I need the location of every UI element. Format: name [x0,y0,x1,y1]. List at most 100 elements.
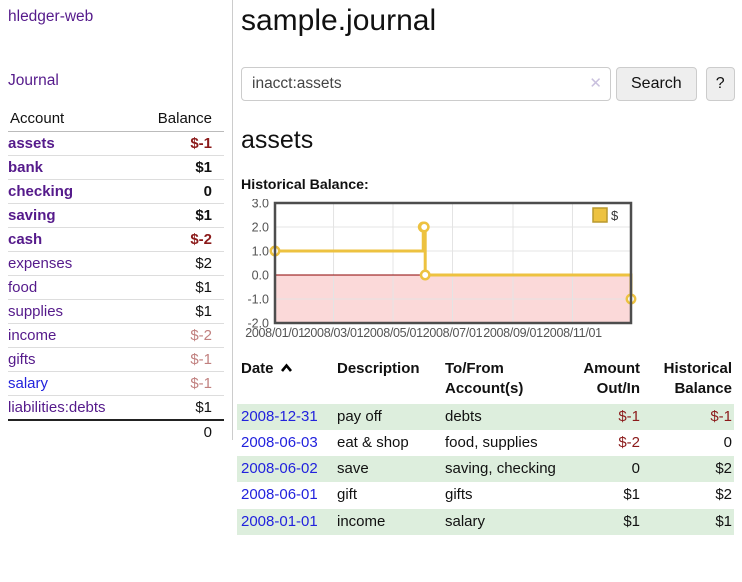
transaction-accounts: gifts [445,482,567,508]
search-input[interactable] [241,67,611,101]
accounts-column-header: Account [8,108,135,132]
account-balance: $-1 [135,372,224,396]
transaction-accounts: saving, checking [445,456,567,482]
transaction-date-link[interactable]: 2008-06-02 [241,460,318,477]
transaction-balance: $2 [642,482,734,508]
account-row-cash: cash $-2 [8,228,224,252]
account-link-assets[interactable]: assets [8,135,55,152]
svg-text:2008/11/01: 2008/11/01 [543,326,602,340]
account-link-cash[interactable]: cash [8,231,42,248]
accounts-total-row: 0 [8,420,224,444]
sidebar: hledger-web Journal Account Balance asse… [0,0,233,440]
description-column-header: Description [337,357,445,404]
account-link-bank[interactable]: bank [8,159,43,176]
sort-ascending-icon [280,363,293,373]
account-page-title: assets [241,126,738,155]
date-column-header[interactable]: Date [237,357,337,404]
account-balance: $2 [135,252,224,276]
svg-text:2008/01/01: 2008/01/01 [245,326,305,340]
svg-text:$: $ [611,208,619,223]
main-content: sample.journal ✕ Search ? assets Histori… [233,0,742,535]
account-balance: $-2 [135,324,224,348]
transaction-description: eat & shop [337,430,445,456]
sidebar-item-journal[interactable]: Journal [8,72,59,90]
account-row-expenses: expenses $2 [8,252,224,276]
amount-column-header: Amount Out/In [567,357,642,404]
app-title-link[interactable]: hledger-web [8,8,93,26]
account-link-gifts[interactable]: gifts [8,351,36,368]
transaction-description: pay off [337,404,445,430]
accounts-balance-table: Account Balance assets $-1 bank $1 check… [8,108,224,444]
account-row-liabilities-debts: liabilities:debts $1 [8,396,224,421]
account-balance: $1 [135,396,224,421]
search-button[interactable]: Search [616,67,697,101]
account-row-income: income $-2 [8,324,224,348]
search-help-button[interactable]: ? [706,67,735,101]
account-link-supplies[interactable]: supplies [8,303,63,320]
account-row-gifts: gifts $-1 [8,348,224,372]
svg-text:0.0: 0.0 [252,269,269,283]
transaction-balance: 0 [642,430,734,456]
transaction-accounts: food, supplies [445,430,567,456]
account-row-checking: checking 0 [8,180,224,204]
register-row: 2008-06-01 gift gifts $1 $2 [237,482,734,508]
svg-text:1.0: 1.0 [252,245,269,259]
historical-balance-label: Historical Balance: [241,177,738,193]
account-balance: $1 [135,204,224,228]
clear-search-icon[interactable]: ✕ [589,75,602,93]
account-link-checking[interactable]: checking [8,183,73,200]
account-balance: $1 [135,300,224,324]
register-row: 2008-06-02 save saving, checking 0 $2 [237,456,734,482]
account-row-saving: saving $1 [8,204,224,228]
account-row-food: food $1 [8,276,224,300]
svg-text:2008/07/01: 2008/07/01 [423,326,483,340]
page-title: sample.journal [241,4,738,38]
transaction-amount: 0 [567,456,642,482]
search-form: ✕ Search ? [241,67,738,101]
account-link-liabilities-debts[interactable]: liabilities:debts [8,399,106,416]
balance-column-header: Balance [135,108,224,132]
app-layout: hledger-web Journal Account Balance asse… [0,0,742,535]
transaction-balance: $1 [642,509,734,535]
register-table: Date Description To/From Account(s) Amou… [237,357,734,535]
account-row-supplies: supplies $1 [8,300,224,324]
account-link-salary[interactable]: salary [8,375,48,392]
transaction-amount: $1 [567,482,642,508]
account-link-income[interactable]: income [8,327,56,344]
register-row: 2008-01-01 income salary $1 $1 [237,509,734,535]
transaction-description: income [337,509,445,535]
transaction-balance: $-1 [642,404,734,430]
svg-text:2.0: 2.0 [252,221,269,235]
account-balance: $-2 [135,228,224,252]
transaction-balance: $2 [642,456,734,482]
transaction-date-link[interactable]: 2008-12-31 [241,408,318,425]
account-row-salary: salary $-1 [8,372,224,396]
register-header-row: Date Description To/From Account(s) Amou… [237,357,734,404]
svg-text:2008/03/01: 2008/03/01 [304,326,364,340]
balance-column-header: Historical Balance [642,357,734,404]
transaction-description: save [337,456,445,482]
transaction-date-link[interactable]: 2008-06-01 [241,486,318,503]
transaction-amount: $1 [567,509,642,535]
account-balance: $1 [135,156,224,180]
register-row: 2008-06-03 eat & shop food, supplies $-2… [237,430,734,456]
account-balance: $-1 [135,132,224,156]
svg-text:3.0: 3.0 [252,199,269,211]
transaction-description: gift [337,482,445,508]
svg-text:2008/05/01: 2008/05/01 [363,326,423,340]
account-link-food[interactable]: food [8,279,37,296]
accounts-total-value: 0 [135,420,224,444]
svg-text:-1.0: -1.0 [247,293,269,307]
account-balance: $1 [135,276,224,300]
transaction-date-link[interactable]: 2008-01-01 [241,513,318,530]
svg-text:2008/09/01: 2008/09/01 [483,326,543,340]
transaction-accounts: salary [445,509,567,535]
register-row: 2008-12-31 pay off debts $-1 $-1 [237,404,734,430]
transaction-amount: $-1 [567,404,642,430]
account-row-assets: assets $-1 [8,132,224,156]
account-balance: 0 [135,180,224,204]
account-link-saving[interactable]: saving [8,207,56,224]
account-link-expenses[interactable]: expenses [8,255,72,272]
transaction-date-link[interactable]: 2008-06-03 [241,434,318,451]
historical-balance-chart: $3.02.01.00.0-1.0-2.02008/01/012008/03/0… [241,199,645,341]
